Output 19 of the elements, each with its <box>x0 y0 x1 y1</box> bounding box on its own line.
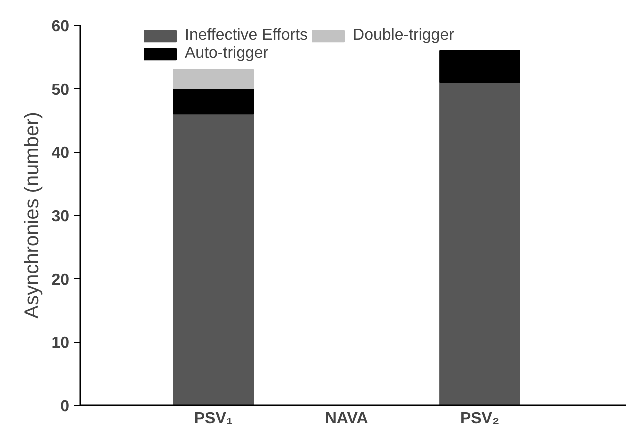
y-tick-label: 20 <box>52 272 70 289</box>
y-tick-label: 40 <box>52 145 70 162</box>
x-tick-label: PSV₂ <box>460 410 500 428</box>
y-tick-label: 30 <box>52 208 70 226</box>
legend-label: Ineffective Efforts <box>185 27 308 45</box>
x-tick-label: PSV₁ <box>194 410 234 428</box>
y-tick-label: 0 <box>60 398 70 416</box>
bar <box>440 50 520 83</box>
legend-label: Auto-trigger <box>185 45 269 63</box>
bar <box>440 82 520 406</box>
legend-label: Double-trigger <box>353 27 454 45</box>
y-tick-label: 50 <box>52 82 70 99</box>
bar <box>173 69 254 90</box>
bar <box>173 114 254 406</box>
bar <box>173 88 254 115</box>
y-axis-title: Asynchronies (number) <box>22 112 44 319</box>
y-tick-label: 10 <box>52 335 70 352</box>
y-tick-label: 60 <box>52 18 70 36</box>
x-tick-label: NAVA <box>325 410 369 428</box>
